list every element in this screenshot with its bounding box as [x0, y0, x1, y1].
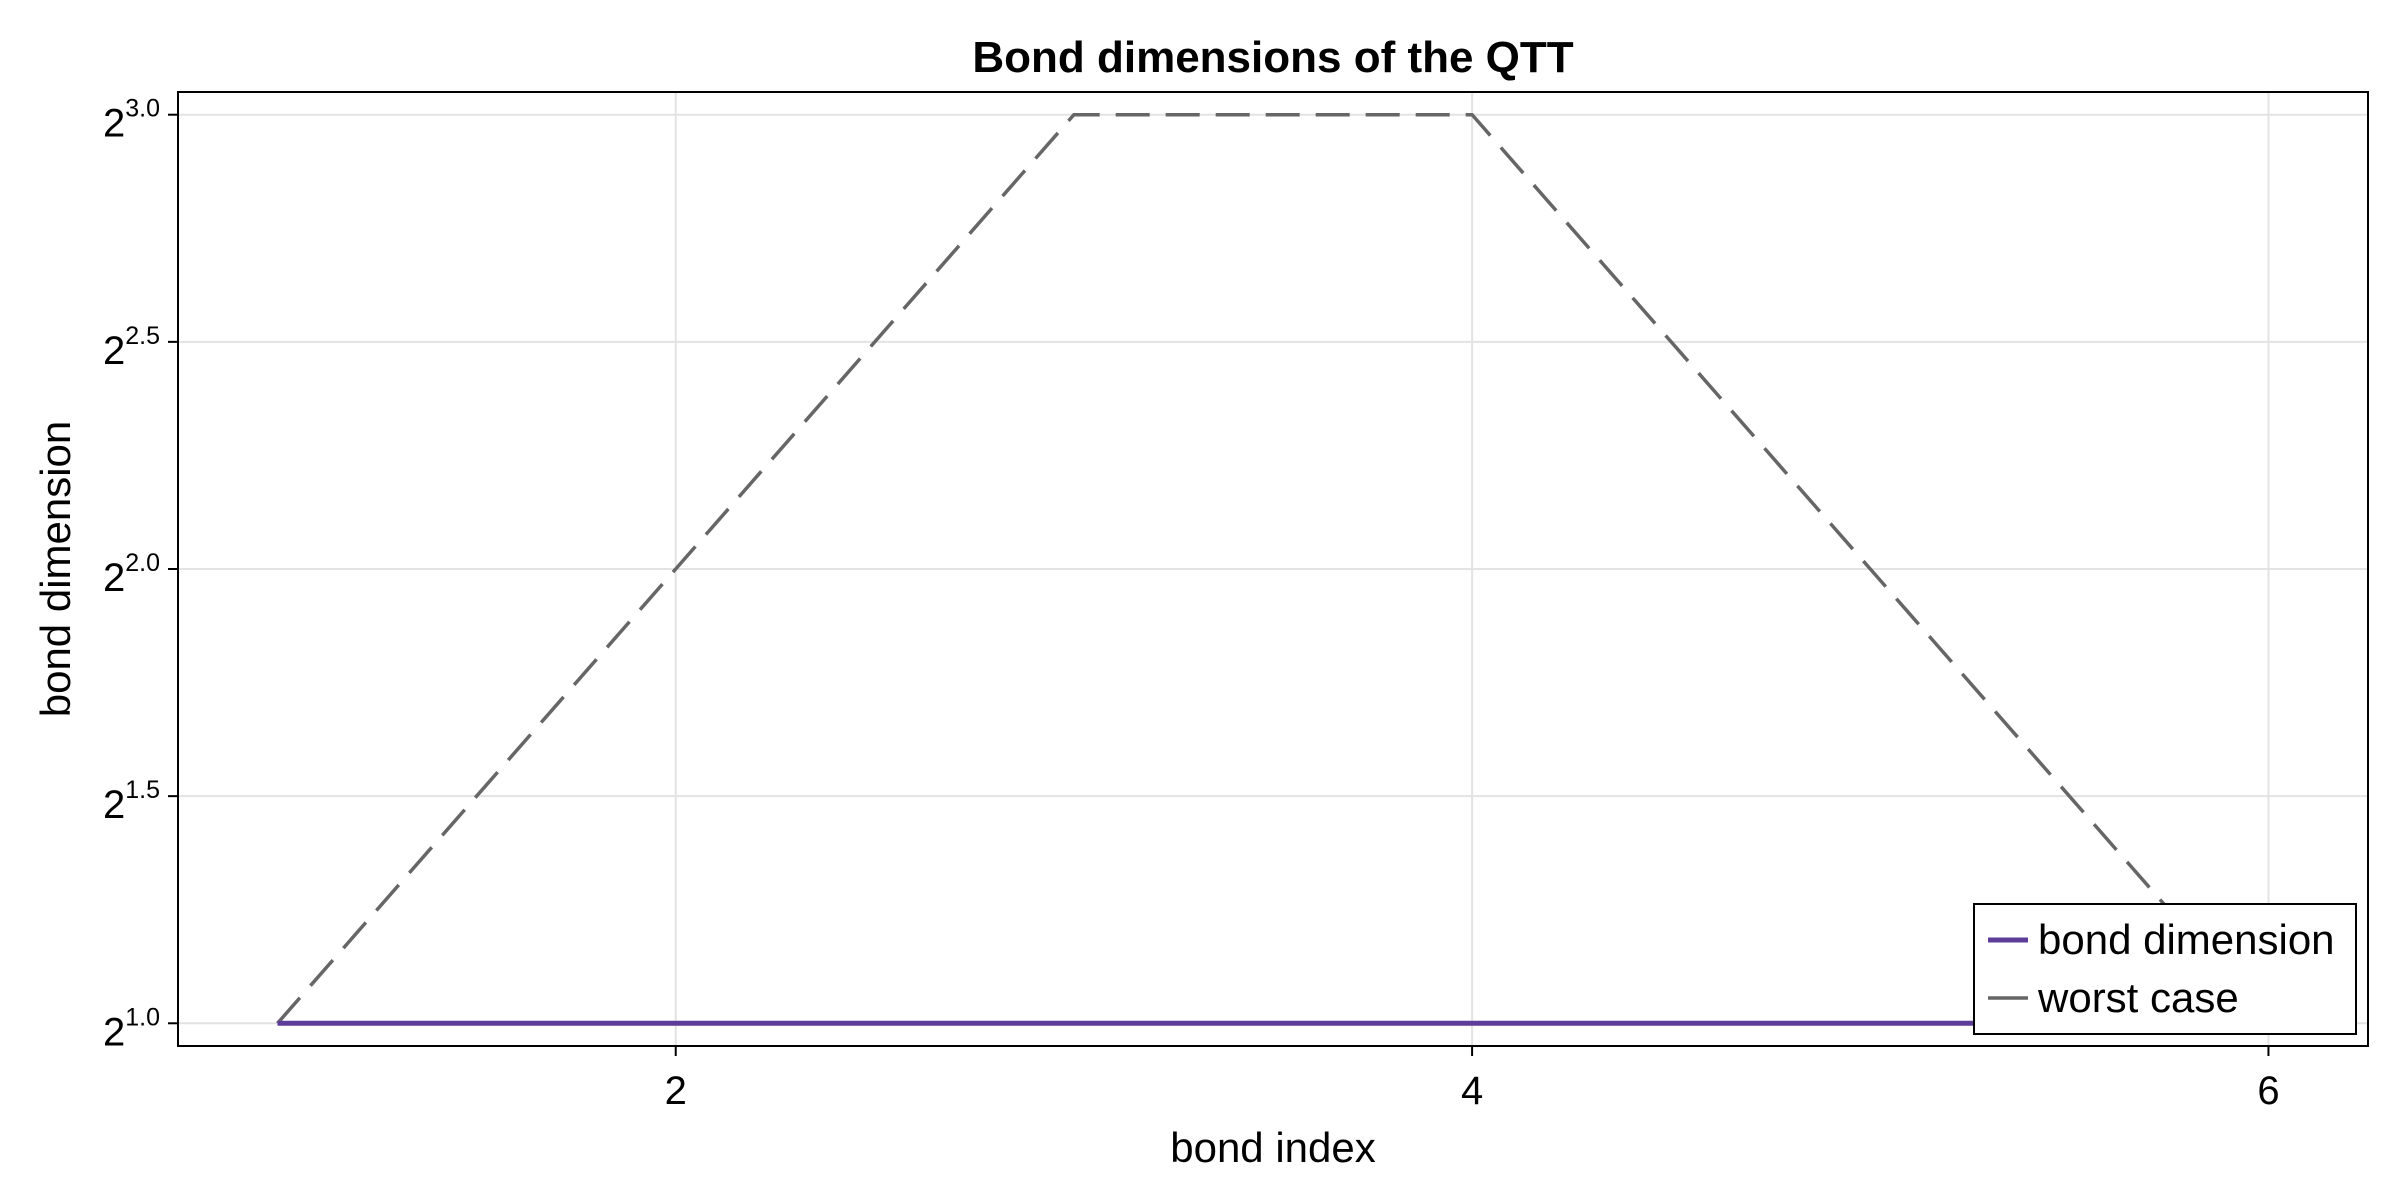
series-lines	[276, 112, 2270, 1026]
x-tick-label: 6	[2257, 1069, 2279, 1113]
legend-box	[1973, 903, 2357, 1035]
ticks: 2 4 6 21.0 21.5 22.0 22.5 23.0	[103, 95, 2280, 1113]
series-line-worst-case	[276, 112, 2270, 1025]
y-tick-label: 22.0	[103, 549, 160, 600]
x-tick-label: 4	[1461, 1069, 1483, 1113]
legend-label-worst-case: worst case	[2037, 974, 2239, 1021]
y-axis-label: bond dimension	[32, 421, 79, 718]
x-axis-label: bond index	[1170, 1124, 1376, 1171]
grid	[178, 92, 2368, 1046]
y-tick-label: 21.0	[103, 1003, 160, 1054]
y-tick-label: 21.5	[103, 776, 160, 827]
y-tick-label: 22.5	[103, 322, 160, 373]
chart-title: Bond dimensions of the QTT	[972, 33, 1573, 82]
y-tick-label: 23.0	[103, 95, 160, 146]
x-tick-label: 2	[665, 1069, 687, 1113]
legend: bond dimension worst case	[1973, 903, 2357, 1035]
legend-label-bond-dimension: bond dimension	[2038, 916, 2335, 963]
